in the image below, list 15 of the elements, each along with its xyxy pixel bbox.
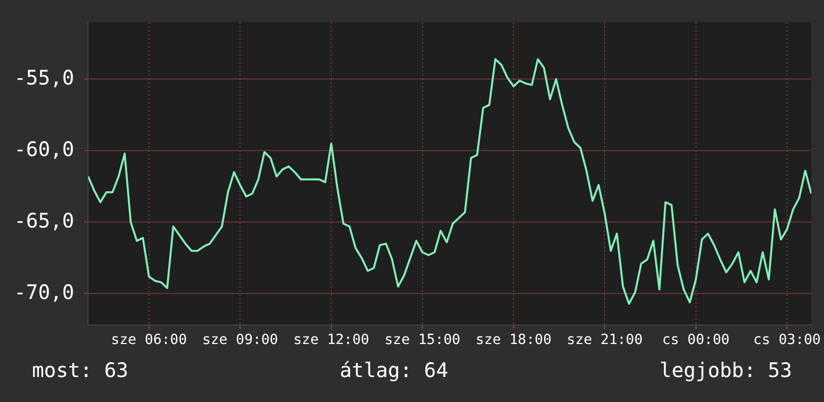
text: most: 63 [32,358,128,382]
y-tick-label: -65,0 [14,208,74,232]
x-tick-label: sze 18:00 [476,332,552,348]
x-tick-label: sze 06:00 [111,332,187,348]
text: átlag: 64 [340,358,448,382]
y-tick-label: -55,0 [14,65,74,90]
x-tick-label: sze 21:00 [566,332,643,348]
y-tick-label: -70,0 [14,280,74,304]
x-tick-label: sze 15:00 [384,332,460,348]
x-tick-label: sze 09:00 [202,332,278,348]
x-tick-label: cs 03:00 [753,332,821,348]
x-tick-label: sze 12:00 [293,332,370,348]
text: legjobb: 53 [660,358,792,382]
y-tick-label: -60,0 [14,136,74,161]
x-tick-label: cs 00:00 [662,332,730,348]
